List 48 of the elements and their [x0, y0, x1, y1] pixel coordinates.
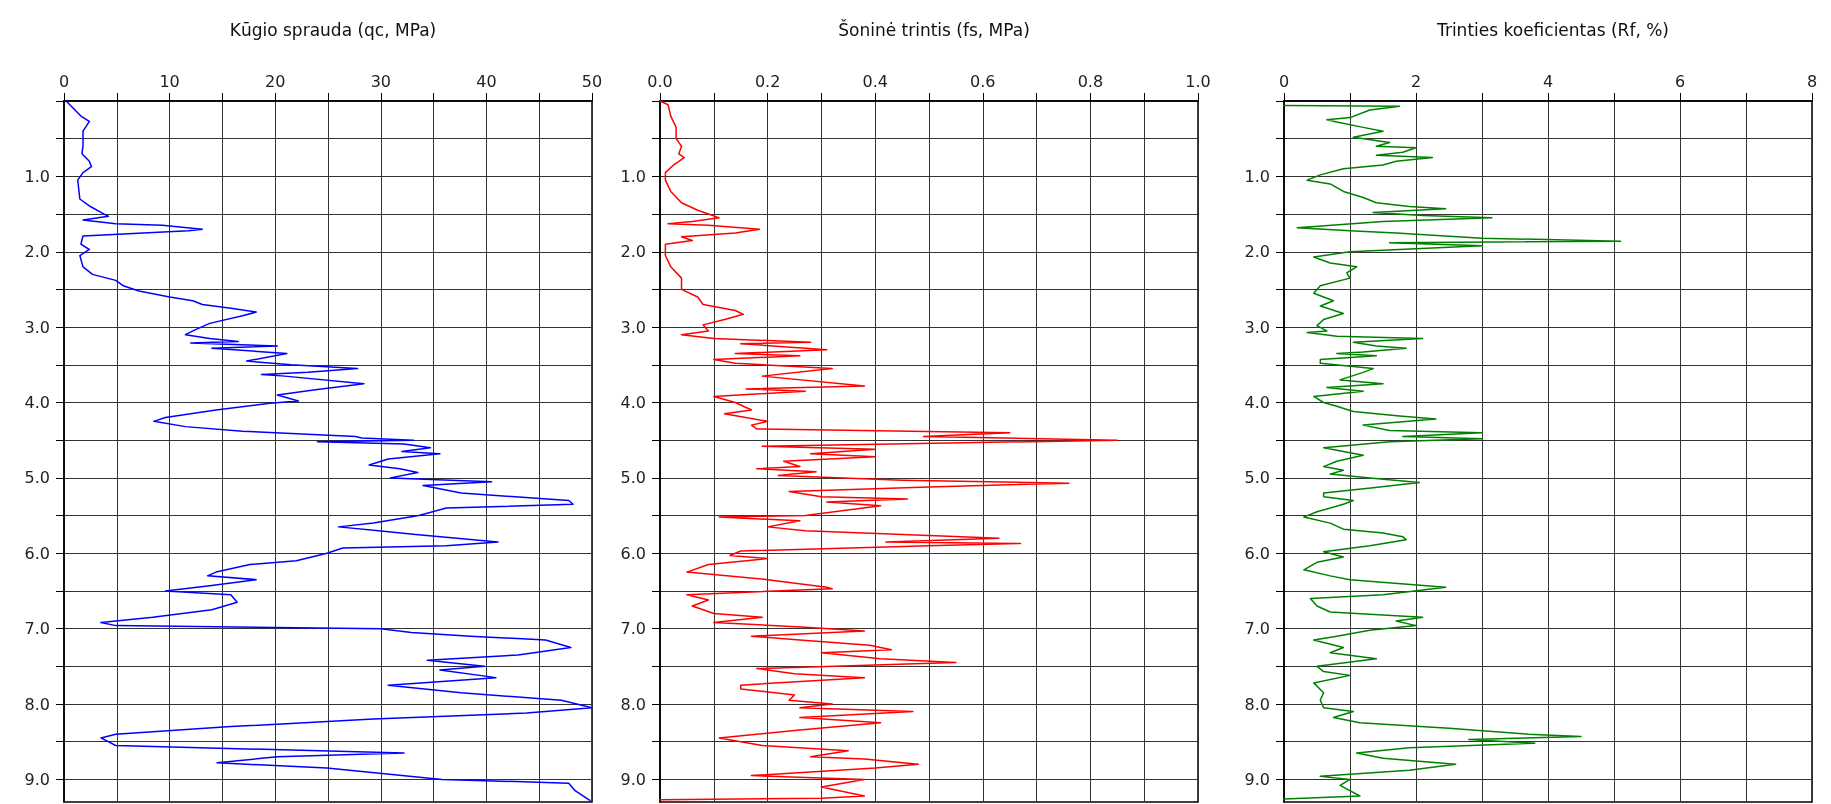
y-tick-label: 4.0: [1244, 393, 1270, 413]
y-tick-label: 3.0: [24, 317, 50, 337]
x-tick-label: 4: [1542, 71, 1554, 91]
y-tick-label: 5.0: [24, 468, 50, 488]
y-tick-label: 3.0: [1244, 317, 1270, 337]
y-tick-label: 9.0: [24, 769, 50, 789]
x-tick-label: 0: [1278, 71, 1290, 91]
y-tick-label: 8.0: [24, 694, 50, 714]
x-tick-label: 40: [476, 71, 497, 91]
y-tick-label: 1.0: [24, 166, 50, 186]
y-tick-label: 5.0: [620, 468, 646, 488]
y-tick-label: 2.0: [24, 242, 50, 262]
y-tick-label: 6.0: [620, 543, 646, 563]
y-tick-label: 8.0: [1244, 694, 1270, 714]
x-tick-label: 8: [1806, 71, 1818, 91]
x-tick-label: 10: [159, 71, 180, 91]
y-tick-label: 7.0: [1244, 619, 1270, 639]
x-tick-label: 0.0: [647, 71, 673, 91]
line-series: [1283, 104, 1622, 800]
x-tick-label: 0.6: [970, 71, 996, 91]
x-tick-label: 0: [58, 71, 70, 91]
x-tick-label: 50: [581, 71, 603, 91]
x-tick-label: 0.8: [1077, 71, 1104, 91]
y-tick-label: 9.0: [1244, 769, 1270, 789]
y-tick-label: 6.0: [1244, 543, 1270, 563]
y-tick-label: 7.0: [24, 619, 50, 639]
y-tick-label: 3.0: [620, 317, 646, 337]
x-tick-label: 20: [265, 71, 286, 91]
y-tick-label: 4.0: [620, 393, 646, 413]
chart-title: Kūgio sprauda (qc, MPa): [229, 19, 437, 40]
x-tick-label: 6: [1674, 71, 1686, 91]
y-tick-label: 6.0: [24, 543, 50, 563]
y-tick-label: 4.0: [24, 393, 50, 413]
y-tick-label: 8.0: [620, 694, 646, 714]
x-tick-label: 0.4: [862, 71, 888, 91]
y-tick-label: 7.0: [620, 619, 646, 639]
chart-title: Trinties koeficientas (Rf, %): [1436, 19, 1669, 40]
x-tick-label: 0.2: [754, 71, 781, 91]
y-tick-label: 1.0: [1244, 166, 1270, 186]
x-tick-label: 2: [1410, 71, 1422, 91]
y-tick-label: 1.0: [620, 166, 646, 186]
x-tick-label: 30: [370, 71, 391, 91]
y-tick-label: 2.0: [620, 242, 646, 262]
x-tick-label: 1.0: [1185, 71, 1211, 91]
y-tick-label: 2.0: [1244, 242, 1270, 262]
y-tick-label: 9.0: [620, 769, 646, 789]
y-tick-label: 5.0: [1244, 468, 1270, 488]
chart-title: Šoninė trintis (fs, MPa): [838, 18, 1030, 40]
